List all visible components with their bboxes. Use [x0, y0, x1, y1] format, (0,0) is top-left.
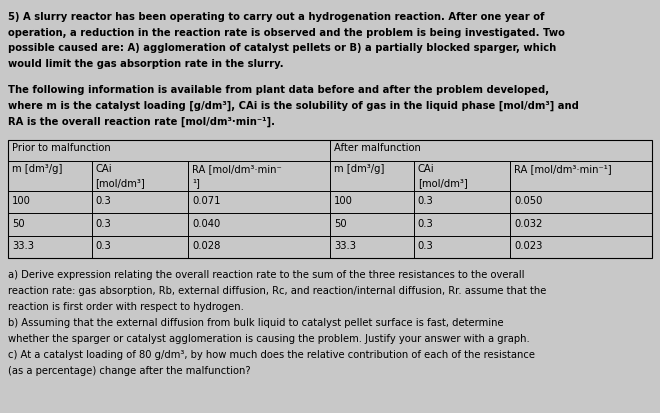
Text: 50: 50	[12, 218, 24, 228]
Text: 0.050: 0.050	[514, 196, 543, 206]
Text: The following information is available from plant data before and after the prob: The following information is available f…	[8, 85, 549, 95]
Text: where m is the catalyst loading [g/dm³], CAi is the solubility of gas in the liq: where m is the catalyst loading [g/dm³],…	[8, 101, 579, 111]
Text: c) At a catalyst loading of 80 g/dm³, by how much does the relative contribution: c) At a catalyst loading of 80 g/dm³, by…	[8, 349, 535, 359]
Text: would limit the gas absorption rate in the slurry.: would limit the gas absorption rate in t…	[8, 59, 284, 69]
Text: 0.3: 0.3	[418, 218, 434, 228]
Text: 0.023: 0.023	[514, 240, 543, 250]
Text: 0.071: 0.071	[192, 196, 220, 206]
Text: 0.3: 0.3	[96, 218, 112, 228]
Text: 33.3: 33.3	[334, 240, 356, 250]
Text: After malfunction: After malfunction	[334, 143, 421, 153]
Text: reaction is first order with respect to hydrogen.: reaction is first order with respect to …	[8, 301, 244, 311]
Text: 0.3: 0.3	[418, 240, 434, 250]
Text: [mol/dm³]: [mol/dm³]	[96, 178, 145, 188]
Text: m [dm³/g]: m [dm³/g]	[12, 164, 62, 174]
Text: 0.3: 0.3	[96, 240, 112, 250]
Text: operation, a reduction in the reaction rate is observed and the problem is being: operation, a reduction in the reaction r…	[8, 27, 565, 38]
Text: b) Assuming that the external diffusion from bulk liquid to catalyst pellet surf: b) Assuming that the external diffusion …	[8, 317, 504, 327]
Text: 0.028: 0.028	[192, 240, 220, 250]
Text: Prior to malfunction: Prior to malfunction	[12, 143, 111, 153]
Text: 0.3: 0.3	[96, 196, 112, 206]
Text: CAi: CAi	[418, 164, 434, 174]
Text: 0.3: 0.3	[418, 196, 434, 206]
Text: 100: 100	[334, 196, 353, 206]
Text: possible caused are: A) agglomeration of catalyst pellets or B) a partially bloc: possible caused are: A) agglomeration of…	[8, 43, 556, 53]
Text: a) Derive expression relating the overall reaction rate to the sum of the three : a) Derive expression relating the overal…	[8, 270, 525, 280]
Text: 50: 50	[334, 218, 346, 228]
Text: [mol/dm³]: [mol/dm³]	[418, 178, 467, 188]
Text: m [dm³/g]: m [dm³/g]	[334, 164, 384, 174]
Text: 5) A slurry reactor has been operating to carry out a hydrogenation reaction. Af: 5) A slurry reactor has been operating t…	[8, 12, 544, 21]
Text: 33.3: 33.3	[12, 240, 34, 250]
Text: CAi: CAi	[96, 164, 112, 174]
Text: 100: 100	[12, 196, 31, 206]
Text: reaction rate: gas absorption, Rb, external diffusion, Rc, and reaction/internal: reaction rate: gas absorption, Rb, exter…	[8, 285, 546, 295]
Text: RA [mol/dm³·min⁻: RA [mol/dm³·min⁻	[192, 164, 282, 174]
Text: 0.040: 0.040	[192, 218, 220, 228]
Text: whether the sparger or catalyst agglomeration is causing the problem. Justify yo: whether the sparger or catalyst agglomer…	[8, 333, 530, 343]
Text: 0.032: 0.032	[514, 218, 543, 228]
Text: RA [mol/dm³·min⁻¹]: RA [mol/dm³·min⁻¹]	[514, 164, 612, 174]
Text: (as a percentage) change after the malfunction?: (as a percentage) change after the malfu…	[8, 365, 251, 375]
Text: ¹]: ¹]	[192, 178, 200, 188]
Text: RA is the overall reaction rate [mol/dm³·min⁻¹].: RA is the overall reaction rate [mol/dm³…	[8, 116, 275, 127]
